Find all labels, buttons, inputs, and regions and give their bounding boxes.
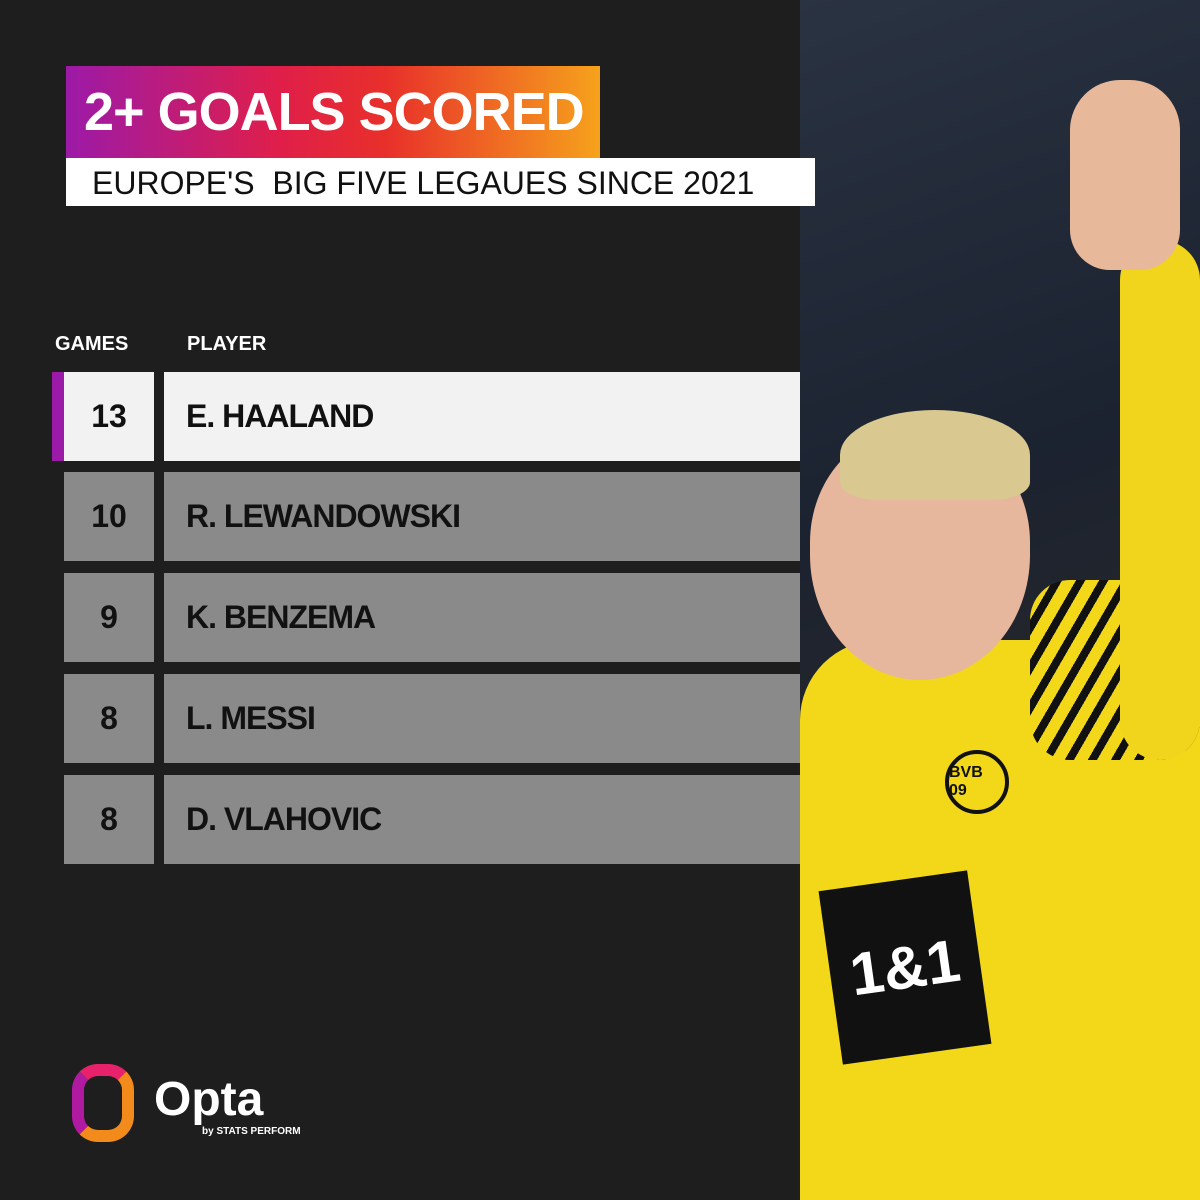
games-cell: 10 <box>64 472 154 561</box>
opta-logo: Opta by STATS PERFORM <box>70 1062 330 1147</box>
player-photo: BVB 09 1&1 <box>800 0 1200 1200</box>
table-row: 10 R. LEWANDOWSKI <box>52 472 800 561</box>
header-player: PLAYER <box>187 333 267 355</box>
club-badge: BVB 09 <box>945 750 1009 814</box>
player-hair <box>840 410 1030 500</box>
games-cell: 9 <box>64 573 154 662</box>
raised-hand <box>1070 80 1180 270</box>
header-games: GAMES <box>55 333 129 355</box>
player-cell: E. HAALAND <box>164 372 800 461</box>
opta-ring-icon <box>72 1064 134 1142</box>
sponsor-logo: 1&1 <box>818 870 992 1065</box>
games-cell: 8 <box>64 674 154 763</box>
chart-subtitle: EUROPE'S BIG FIVE LEGAUES SINCE 2021 <box>66 158 815 206</box>
player-cell: R. LEWANDOWSKI <box>164 472 800 561</box>
player-cell: L. MESSI <box>164 674 800 763</box>
table-row: 9 K. BENZEMA <box>52 573 800 662</box>
player-cell: K. BENZEMA <box>164 573 800 662</box>
raised-arm <box>1120 240 1200 760</box>
chart-title: 2+ GOALS SCORED <box>66 66 600 158</box>
highlight-bar <box>52 372 64 461</box>
logo-name: Opta <box>154 1073 264 1126</box>
games-cell: 13 <box>64 372 154 461</box>
table-row: 13 E. HAALAND <box>52 372 800 461</box>
table-row: 8 D. VLAHOVIC <box>52 775 800 864</box>
player-cell: D. VLAHOVIC <box>164 775 800 864</box>
logo-tagline: by STATS PERFORM <box>202 1126 301 1137</box>
games-cell: 8 <box>64 775 154 864</box>
table-row: 8 L. MESSI <box>52 674 800 763</box>
